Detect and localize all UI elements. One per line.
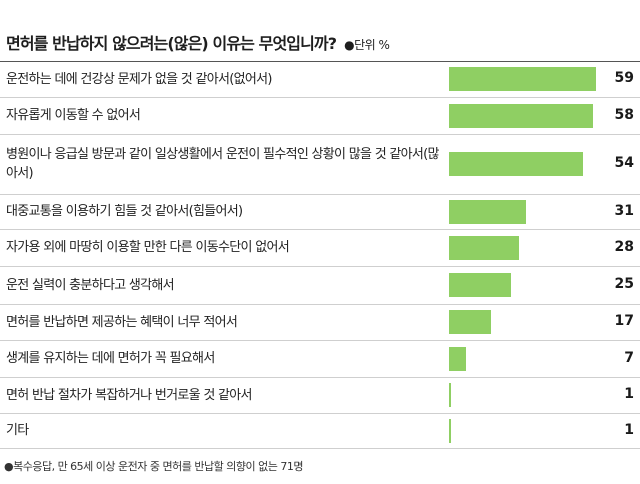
- category-label: 면허를 반납하면 제공하는 혜택이 너무 적어서: [6, 314, 238, 330]
- top-rule: [0, 61, 640, 62]
- bar: [449, 235, 519, 260]
- category-label: 운전 실력이 충분하다고 생각해서: [6, 277, 175, 293]
- row-separator: [0, 340, 640, 341]
- category-label: 면허 반납 절차가 복잡하거나 번거로울 것 같아서: [6, 387, 252, 403]
- category-label: 자가용 외에 마땅히 이용할 만한 다른 이동수단이 없어서: [6, 240, 290, 255]
- bar: [449, 199, 526, 224]
- chart-header: 면허를 반납하지 않으려는(않은) 이유는 무엇입니까? ●단위 %: [6, 30, 390, 56]
- chart-title: 면허를 반납하지 않으려는(않은) 이유는 무엇입니까?: [6, 34, 337, 53]
- value-label: 1: [624, 421, 634, 438]
- row-separator: [0, 304, 640, 305]
- value-label: 59: [614, 70, 634, 86]
- category-label: 자유롭게 이동할 수 없어서: [6, 108, 141, 123]
- row-separator: [0, 413, 640, 414]
- row-separator: [0, 266, 640, 267]
- row-separator: [0, 97, 640, 98]
- category-label: 병원이나 응급실 방문과 같이 일상생활에서 운전이 필수적인 상황이 많을 것…: [6, 147, 439, 181]
- value-label: 7: [624, 349, 634, 366]
- value-label: 31: [614, 202, 634, 219]
- bar: [449, 67, 596, 91]
- bar: [449, 103, 594, 128]
- value-label: 58: [614, 106, 634, 123]
- row-separator: [0, 134, 640, 135]
- row-separator: [0, 229, 640, 230]
- unit-label: ●단위 %: [344, 38, 390, 52]
- bar: [449, 418, 452, 443]
- value-label: 28: [614, 238, 634, 255]
- bar: [449, 273, 512, 297]
- category-label: 기타: [6, 423, 29, 438]
- row-separator: [0, 448, 640, 449]
- category-label: 운전하는 데에 건강상 문제가 없을 것 같아서(없어서): [6, 71, 273, 87]
- value-label: 1: [624, 386, 634, 402]
- bar: [449, 152, 584, 176]
- footnote: ●복수응답, 만 65세 이상 운전자 중 면허를 반납할 의향이 없는 71명: [4, 460, 303, 473]
- value-label: 54: [614, 155, 634, 171]
- value-label: 25: [614, 276, 634, 292]
- row-separator: [0, 377, 640, 378]
- category-label: 생계를 유지하는 데에 면허가 꼭 필요해서: [6, 351, 215, 366]
- row-separator: [0, 194, 640, 195]
- category-label: 대중교통을 이용하기 힘들 것 같아서(힘들어서): [6, 204, 243, 219]
- value-label: 17: [614, 313, 634, 329]
- bar: [449, 383, 452, 407]
- bar: [449, 310, 492, 334]
- bar: [449, 346, 467, 371]
